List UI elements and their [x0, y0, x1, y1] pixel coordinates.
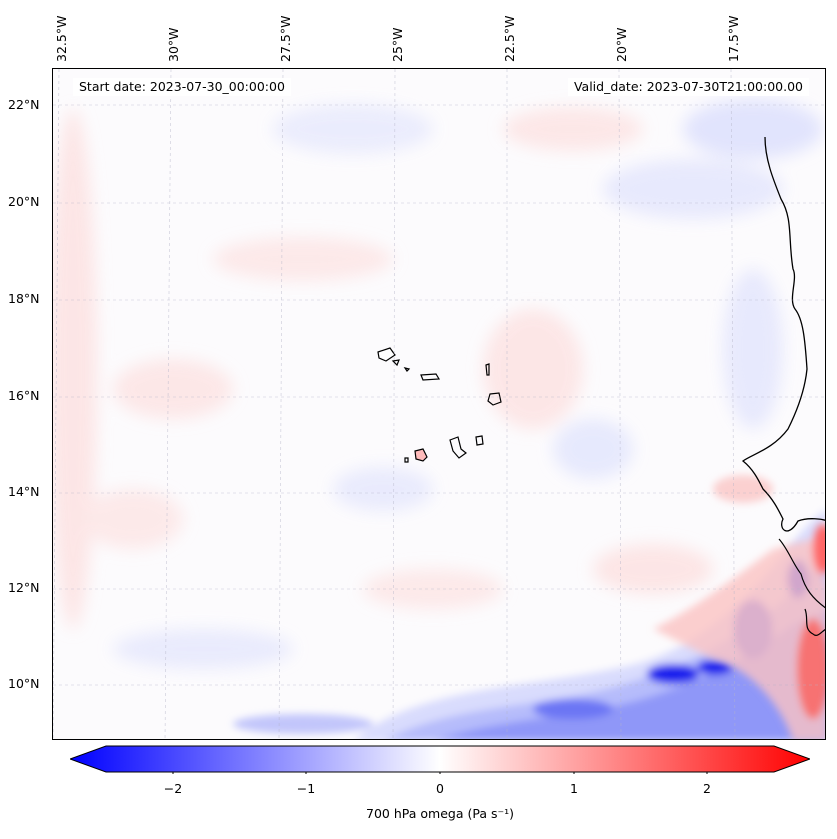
coastline-south	[778, 538, 825, 609]
colorbar	[68, 744, 812, 776]
colorbar-svg	[68, 745, 812, 776]
lon-label-17-5w: 17.5°W	[726, 15, 741, 62]
colorbar-label: 700 hPa omega (Pa s⁻¹)	[366, 806, 514, 821]
lat-label-22n: 22°N	[8, 97, 40, 112]
background-anomalies	[53, 99, 823, 669]
lon-label-32-5w: 32.5°W	[54, 15, 69, 62]
omega-field	[53, 69, 825, 739]
coastline-bissau	[804, 608, 825, 636]
map-panel[interactable]: Start date: 2023-07-30_00:00:00 Valid_da…	[52, 68, 826, 740]
colorbar-tick-minus-2: −2	[163, 781, 183, 796]
lon-label-30w: 30°W	[166, 27, 181, 62]
lon-label-20w: 20°W	[614, 27, 629, 62]
cape-verde-islands	[377, 347, 502, 463]
colorbar-tick-0: 0	[436, 781, 444, 796]
lon-label-22-5w: 22.5°W	[502, 15, 517, 62]
valid-date-label: Valid_date: 2023-07-30T21:00:00.00	[567, 78, 809, 96]
lat-label-12n: 12°N	[8, 580, 40, 595]
colorbar-tick-2: 2	[703, 781, 711, 796]
lat-label-18n: 18°N	[8, 291, 40, 306]
colorbar-tick-minus-1: −1	[296, 781, 316, 796]
lat-label-10n: 10°N	[8, 676, 40, 691]
graticule	[53, 69, 825, 739]
lon-label-27-5w: 27.5°W	[278, 15, 293, 62]
coastline	[741, 136, 825, 532]
lat-label-16n: 16°N	[8, 388, 40, 403]
start-date-label: Start date: 2023-07-30_00:00:00	[73, 78, 291, 96]
lat-label-20n: 20°N	[8, 194, 40, 209]
lon-label-25w: 25°W	[390, 27, 405, 62]
lat-label-14n: 14°N	[8, 484, 40, 499]
colorbar-tick-1: 1	[570, 781, 578, 796]
